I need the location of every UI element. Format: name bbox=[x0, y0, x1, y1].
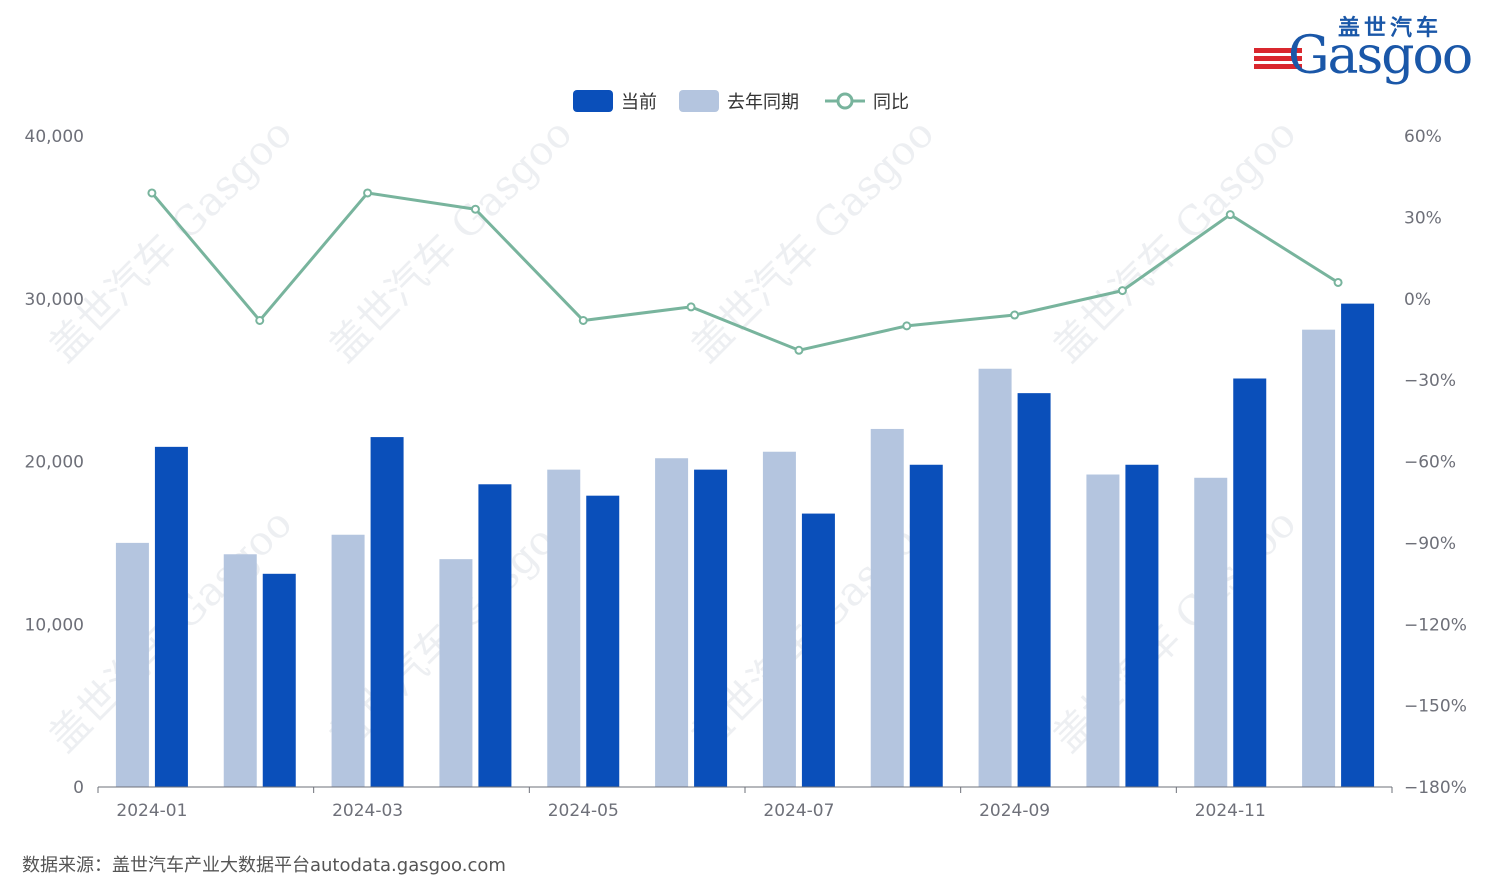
legend-swatch-current bbox=[573, 90, 613, 112]
watermark-2: 盖世汽车 Gasgoo bbox=[320, 110, 581, 371]
yoy-point-2024-06 bbox=[686, 302, 696, 312]
bar-current-2024-05 bbox=[586, 495, 620, 787]
bar-last-year-2024-06 bbox=[655, 458, 689, 787]
watermark-3: 盖世汽车 Gasgoo bbox=[682, 110, 943, 371]
bar-last-year-2024-07 bbox=[762, 451, 796, 787]
legend: 当前 去年同期 同比 bbox=[0, 86, 1487, 116]
yoy-point-2024-02 bbox=[255, 315, 265, 325]
bar-current-2024-09 bbox=[1017, 393, 1051, 787]
legend-item-last-year[interactable]: 去年同期 bbox=[679, 86, 799, 116]
yoy-point-2024-09 bbox=[1010, 310, 1020, 320]
legend-swatch-last-year bbox=[679, 90, 719, 112]
right-axis-tick-label: 60% bbox=[1404, 127, 1442, 147]
x-axis-tick-label: 2024-03 bbox=[332, 801, 403, 821]
right-axis-tick-label: −90% bbox=[1404, 534, 1456, 554]
bar-last-year-2024-04 bbox=[439, 559, 473, 787]
legend-swatch-yoy bbox=[825, 92, 865, 110]
x-axis-tick-label: 2024-01 bbox=[116, 801, 187, 821]
right-axis-tick-label: −150% bbox=[1404, 697, 1467, 717]
yoy-point-2024-04 bbox=[470, 204, 480, 214]
bar-last-year-2024-11 bbox=[1194, 477, 1228, 787]
logo-chinese-text: 盖世汽车 bbox=[1338, 16, 1443, 41]
x-axis-tick-label: 2024-11 bbox=[1195, 801, 1266, 821]
yoy-point-2024-11 bbox=[1225, 210, 1235, 220]
bar-current-2024-11 bbox=[1233, 378, 1267, 787]
gasgoo-logo: 盖世汽车 Gasgoo bbox=[1252, 8, 1473, 88]
legend-label-last-year: 去年同期 bbox=[727, 92, 799, 113]
bar-current-2024-06 bbox=[694, 469, 728, 787]
left-axis-tick-label: 40,000 bbox=[25, 127, 84, 147]
watermark-1: 盖世汽车 Gasgoo bbox=[40, 110, 301, 371]
right-axis-tick-label: −180% bbox=[1404, 778, 1467, 798]
bar-current-2024-07 bbox=[801, 513, 835, 787]
right-axis-tick-label: −120% bbox=[1404, 615, 1467, 635]
right-axis-tick-label: −30% bbox=[1404, 371, 1456, 391]
bar-current-2024-04 bbox=[478, 484, 512, 787]
data-source-note: 数据来源：盖世汽车产业大数据平台autodata.gasgoo.com bbox=[22, 855, 506, 876]
bar-last-year-2024-08 bbox=[870, 428, 904, 787]
left-axis-tick-label: 10,000 bbox=[25, 615, 84, 635]
bar-current-2024-01 bbox=[154, 446, 188, 787]
bar-last-year-2024-05 bbox=[547, 469, 581, 787]
x-axis-tick-label: 2024-07 bbox=[763, 801, 834, 821]
yoy-point-2024-10 bbox=[1117, 286, 1127, 296]
logo-stripes bbox=[1254, 48, 1302, 78]
bar-last-year-2024-12 bbox=[1302, 329, 1336, 787]
yoy-point-2024-03 bbox=[363, 188, 373, 198]
x-axis-tick-label: 2024-05 bbox=[548, 801, 619, 821]
x-axis-tick-label: 2024-09 bbox=[979, 801, 1050, 821]
logo-english-text: Gasgoo bbox=[1288, 26, 1473, 86]
bar-current-2024-12 bbox=[1341, 303, 1375, 787]
yoy-point-2024-05 bbox=[578, 315, 588, 325]
yoy-point-2024-08 bbox=[902, 321, 912, 331]
bar-current-2024-03 bbox=[370, 437, 404, 787]
legend-label-yoy: 同比 bbox=[873, 92, 909, 113]
bar-last-year-2024-03 bbox=[331, 534, 365, 787]
bar-last-year-2024-01 bbox=[115, 542, 149, 787]
yoy-point-2024-07 bbox=[794, 345, 804, 355]
legend-label-current: 当前 bbox=[621, 92, 657, 113]
bar-current-2024-08 bbox=[909, 464, 943, 787]
bar-current-2024-10 bbox=[1125, 464, 1159, 787]
yoy-line bbox=[150, 191, 1339, 352]
watermark-4: 盖世汽车 Gasgoo bbox=[1044, 110, 1305, 371]
legend-item-yoy[interactable]: 同比 bbox=[825, 86, 909, 116]
right-axis-tick-label: 0% bbox=[1404, 290, 1431, 310]
left-axis-tick-label: 0 bbox=[73, 778, 84, 798]
left-axis-tick-label: 20,000 bbox=[25, 453, 84, 473]
legend-item-current[interactable]: 当前 bbox=[573, 86, 657, 116]
bar-last-year-2024-02 bbox=[223, 554, 257, 787]
left-axis-tick-label: 30,000 bbox=[25, 290, 84, 310]
right-axis-tick-label: −60% bbox=[1404, 453, 1456, 473]
bar-last-year-2024-10 bbox=[1086, 474, 1120, 787]
yoy-point-2024-01 bbox=[147, 188, 157, 198]
yoy-point-2024-12 bbox=[1333, 277, 1343, 287]
bar-current-2024-02 bbox=[262, 573, 296, 787]
bar-last-year-2024-09 bbox=[978, 368, 1012, 787]
right-axis-tick-label: 30% bbox=[1404, 208, 1442, 228]
